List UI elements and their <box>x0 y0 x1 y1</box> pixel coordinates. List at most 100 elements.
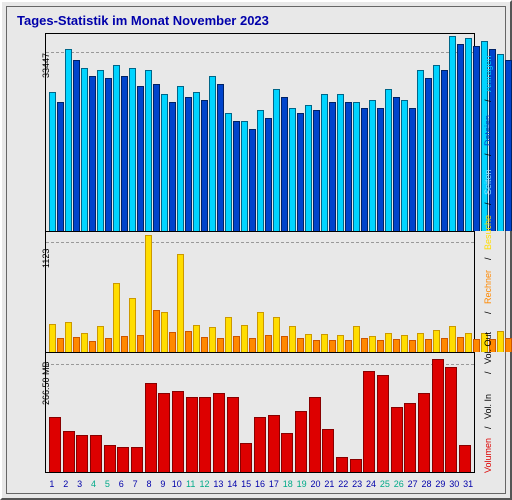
x-tick-label: 1 <box>45 479 59 489</box>
legend-item: Besuche <box>483 214 493 249</box>
day-slot <box>240 231 256 351</box>
bar <box>265 335 272 351</box>
bar <box>49 324 56 352</box>
day-slot <box>256 34 272 231</box>
bar <box>185 97 192 231</box>
legend-item: Rechner <box>483 270 493 304</box>
x-tick-label: 29 <box>434 479 448 489</box>
y-axis-label: 33447 <box>41 53 51 78</box>
day-slot <box>192 231 208 351</box>
bar <box>186 397 198 472</box>
bar <box>241 325 248 351</box>
day-slot <box>417 352 431 472</box>
bar <box>89 76 96 231</box>
x-tick-label: 10 <box>170 479 184 489</box>
bar <box>281 97 288 231</box>
bar <box>465 38 472 231</box>
x-tick-label: 28 <box>420 479 434 489</box>
legend-item: Seiten <box>483 169 493 195</box>
day-slot <box>448 34 464 231</box>
x-tick-label: 4 <box>87 479 101 489</box>
bar <box>409 108 416 232</box>
day-slot <box>192 34 208 231</box>
day-slot <box>64 231 80 351</box>
bar <box>49 417 61 472</box>
bar <box>432 359 444 472</box>
day-slot <box>431 352 445 472</box>
panel-hits <box>46 34 474 232</box>
bar <box>177 86 184 231</box>
bar <box>161 94 168 231</box>
day-slot <box>368 34 384 231</box>
bar <box>57 102 64 231</box>
panel-visits <box>46 231 474 352</box>
bar <box>131 447 143 472</box>
day-slot <box>280 352 294 472</box>
bars-wrap <box>46 352 474 472</box>
bar <box>172 391 184 472</box>
bar <box>409 340 416 352</box>
day-slot <box>208 34 224 231</box>
bar <box>233 121 240 231</box>
x-tick-label: 21 <box>323 479 337 489</box>
bar <box>121 336 128 351</box>
bar <box>201 337 208 351</box>
bar <box>113 283 120 351</box>
day-slot <box>80 231 96 351</box>
bar <box>117 447 129 472</box>
day-slot <box>112 231 128 351</box>
legend-sep: / <box>483 426 493 429</box>
bar <box>425 78 432 231</box>
bar <box>361 338 368 352</box>
day-slot <box>308 352 322 472</box>
bar <box>322 429 334 472</box>
bar <box>90 435 102 472</box>
legend-item: Anfragen <box>483 55 493 92</box>
day-slot <box>171 352 185 472</box>
bar <box>81 68 88 231</box>
bar <box>104 445 116 472</box>
x-tick-label: 31 <box>461 479 475 489</box>
bar <box>193 325 200 351</box>
day-slot <box>130 352 144 472</box>
bars-wrap <box>46 34 474 231</box>
day-slot <box>198 352 212 472</box>
day-slot <box>128 231 144 351</box>
bar <box>137 335 144 351</box>
x-tick-label: 6 <box>114 479 128 489</box>
bar <box>209 327 216 351</box>
bar <box>145 235 152 352</box>
x-tick-label: 11 <box>184 479 198 489</box>
bar <box>65 49 72 231</box>
bar <box>441 338 448 352</box>
bar <box>153 84 160 231</box>
day-slot <box>80 34 96 231</box>
bar <box>345 340 352 352</box>
bar <box>445 367 457 472</box>
bar <box>404 403 416 472</box>
legend-sep: / <box>483 257 493 260</box>
bar <box>309 397 321 472</box>
bar <box>177 254 184 351</box>
bar <box>169 332 176 351</box>
day-slot <box>335 352 349 472</box>
x-axis-labels: 1234567891011121314151617181920212223242… <box>45 479 475 489</box>
day-slot <box>390 352 404 472</box>
day-slot <box>294 352 308 472</box>
bar <box>76 435 88 472</box>
day-slot <box>384 34 400 231</box>
day-slot <box>157 352 171 472</box>
bar <box>401 100 408 232</box>
day-slot <box>368 231 384 351</box>
bar <box>49 92 56 231</box>
day-slot <box>224 34 240 231</box>
bar <box>249 129 256 231</box>
bar <box>391 407 403 472</box>
x-tick-label: 24 <box>364 479 378 489</box>
x-tick-label: 8 <box>142 479 156 489</box>
day-slot <box>336 34 352 231</box>
bar <box>337 335 344 351</box>
day-slot <box>448 231 464 351</box>
bar <box>73 337 80 351</box>
day-slot <box>400 231 416 351</box>
